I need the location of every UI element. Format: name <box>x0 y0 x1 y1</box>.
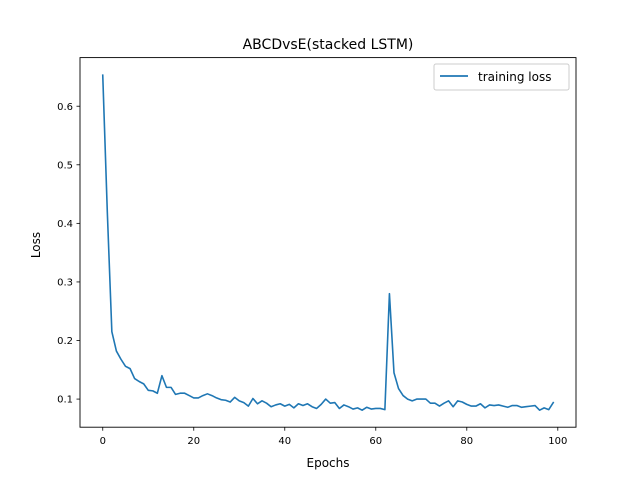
y-tick-label: 0.3 <box>57 278 73 289</box>
x-tick-label: 60 <box>369 436 382 447</box>
x-axis-label: Epochs <box>307 456 350 470</box>
axes-frame <box>79 57 577 428</box>
legend-label: training loss <box>478 70 551 84</box>
series-line-training-loss <box>101 74 555 412</box>
y-tick-label: 0.5 <box>57 160 73 171</box>
y-tick-label: 0.6 <box>57 102 73 113</box>
y-tick-label: 0.4 <box>57 219 73 230</box>
y-tick-label: 0.1 <box>57 395 73 406</box>
plot-area <box>101 74 555 412</box>
y-tick-label: 0.2 <box>57 336 73 347</box>
x-tick-label: 20 <box>187 436 200 447</box>
legend: training loss <box>433 63 570 91</box>
x-tick-label: 100 <box>548 436 567 447</box>
x-tick-label: 0 <box>100 436 106 447</box>
chart-title: ABCDvsE(stacked LSTM) <box>243 37 414 53</box>
y-axis-label: Loss <box>29 232 43 258</box>
x-tick-label: 80 <box>460 436 473 447</box>
legend-box <box>433 63 570 91</box>
x-tick-label: 40 <box>278 436 291 447</box>
